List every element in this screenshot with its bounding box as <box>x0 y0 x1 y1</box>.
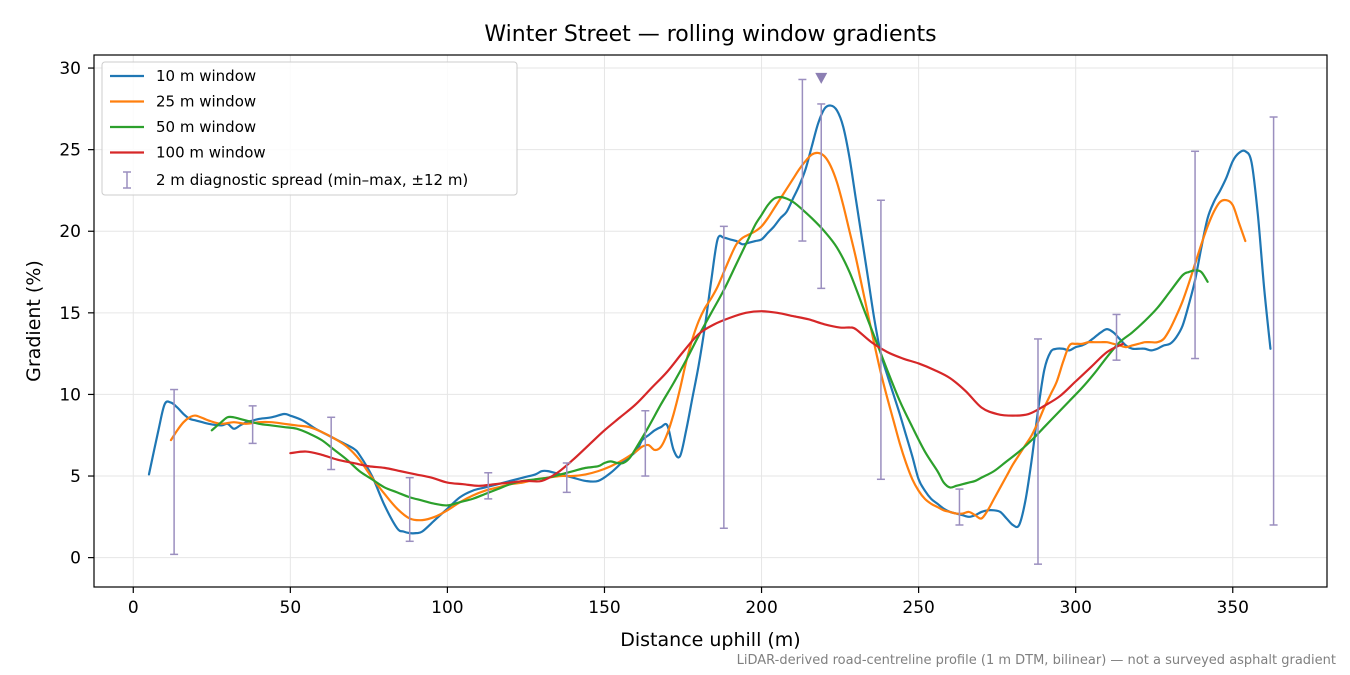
y-tick-label: 5 <box>70 467 81 487</box>
legend-box <box>101 61 518 196</box>
peak-marker-icon <box>815 72 828 84</box>
x-tick-label: 100 <box>431 598 463 618</box>
errorbar <box>170 388 179 556</box>
series-layer <box>147 104 1272 535</box>
errorbar <box>1033 338 1042 565</box>
marker-layer <box>815 72 828 84</box>
x-tick-label: 150 <box>588 598 620 618</box>
errorbar <box>1191 150 1200 360</box>
y-tick-label: 25 <box>59 141 81 161</box>
errorbar <box>719 225 728 530</box>
chart-title: Winter Street — rolling window gradients <box>484 22 936 47</box>
y-tick-label: 10 <box>59 385 81 405</box>
y-tick-label: 15 <box>59 304 81 324</box>
errorbar <box>562 462 571 494</box>
legend: 10 m window 25 m window 50 m window 100 m w… <box>101 61 518 196</box>
y-tick-label: 30 <box>59 59 81 79</box>
legend-label: 100 m window <box>156 144 266 162</box>
y-axis-label: Gradient (%) <box>23 260 45 382</box>
footnote: LiDAR-derived road-centreline profile (1… <box>737 653 1336 668</box>
x-tick-label: 0 <box>128 598 139 618</box>
errorbar <box>876 199 885 481</box>
x-tick-label: 250 <box>902 598 934 618</box>
x-axis-ticks: 0 50 100 150 200 250 300 350 <box>128 587 1249 618</box>
plot-frame <box>93 54 1328 588</box>
x-tick-label: 300 <box>1059 598 1091 618</box>
errorbar <box>1112 313 1121 361</box>
x-tick-label: 200 <box>745 598 777 618</box>
errorbar <box>641 410 650 477</box>
x-axis-label: Distance uphill (m) <box>620 629 800 651</box>
errorbar <box>817 103 826 290</box>
legend-label: 2 m diagnostic spread (min–max, ±12 m) <box>156 171 468 189</box>
legend-label: 10 m window <box>156 67 256 85</box>
errorbar <box>955 488 964 526</box>
errorbar <box>484 472 493 500</box>
errorbar <box>1269 116 1278 526</box>
legend-label: 25 m window <box>156 93 256 111</box>
errorbar <box>798 78 807 242</box>
series-line-4 <box>289 310 1124 487</box>
errorbar <box>248 405 257 445</box>
y-axis-ticks: 0 5 10 15 20 25 30 <box>59 59 94 569</box>
y-tick-label: 20 <box>59 222 81 242</box>
errorbar <box>405 476 414 543</box>
series-line-2 <box>169 151 1247 522</box>
series-line-3 <box>210 195 1209 507</box>
errorbar-layer <box>170 78 1278 565</box>
x-tick-label: 350 <box>1217 598 1249 618</box>
errorbar <box>327 416 336 471</box>
legend-label: 50 m window <box>156 118 256 136</box>
y-tick-label: 0 <box>70 549 81 569</box>
x-tick-label: 50 <box>280 598 302 618</box>
